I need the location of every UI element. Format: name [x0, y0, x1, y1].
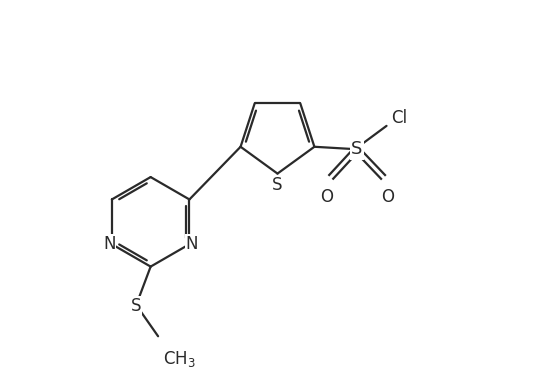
Text: S: S [351, 140, 362, 158]
Text: S: S [272, 176, 283, 194]
Text: O: O [381, 188, 394, 205]
Text: N: N [186, 235, 198, 253]
Text: Cl: Cl [392, 109, 408, 127]
Text: CH$_3$: CH$_3$ [163, 349, 196, 369]
Text: O: O [320, 188, 333, 205]
Text: S: S [130, 298, 141, 315]
Text: N: N [103, 235, 115, 253]
